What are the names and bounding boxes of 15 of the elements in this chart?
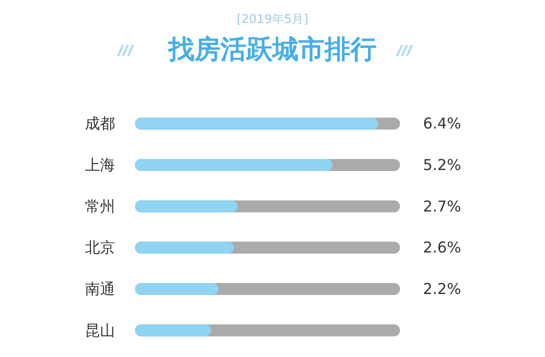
y-tick-label: 成都 [85,114,115,133]
chart-subtitle: [2019年5月] [236,12,308,26]
y-tick-label: 昆山 [85,321,115,340]
bar [135,283,219,295]
y-tick-label: 常州 [85,197,115,216]
y-tick-label: 上海 [85,156,115,174]
data-label: 6.4% [423,114,462,133]
data-label: 2.2% [423,280,462,298]
data-label: 5.2% [423,156,462,174]
data-label: 2.6% [423,238,462,257]
data-label: 2.7% [423,197,462,216]
y-tick-label: 南通 [85,280,115,298]
y-tick-label: 北京 [85,238,115,257]
chart-title: 找房活跃城市排行 [168,35,376,65]
bar [135,324,211,336]
